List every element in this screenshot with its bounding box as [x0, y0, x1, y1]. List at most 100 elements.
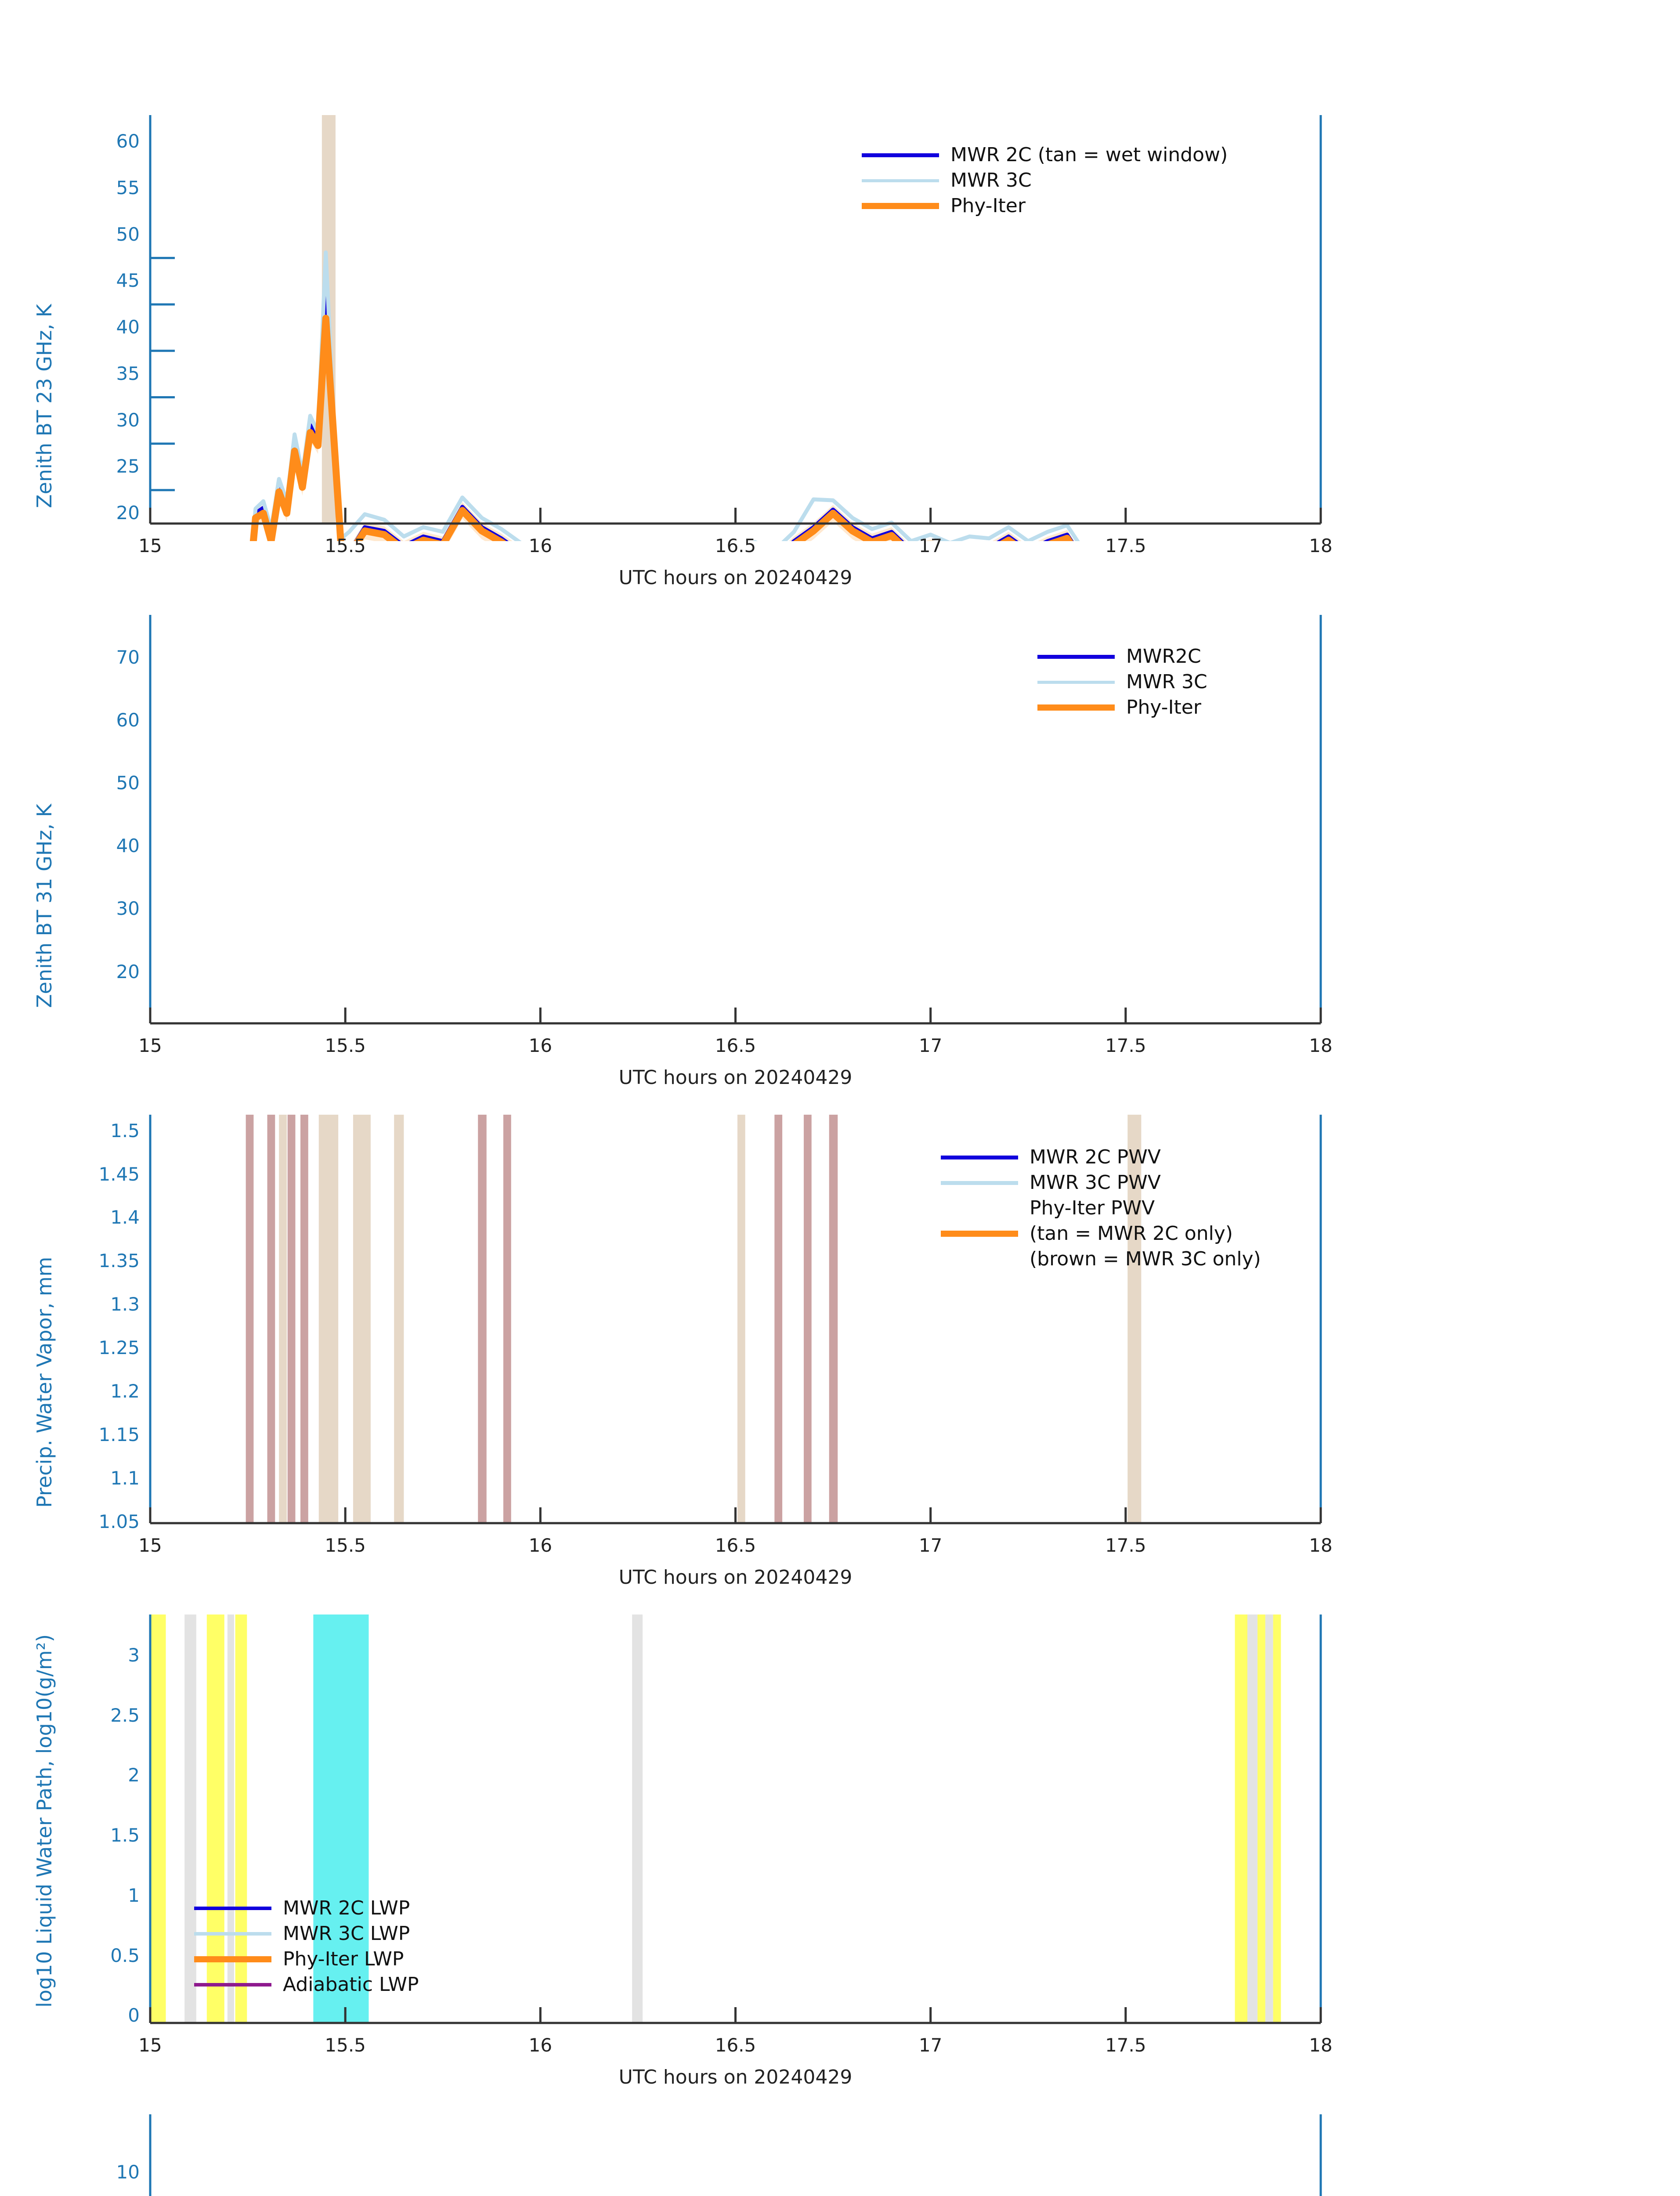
legend-color-swatch: [862, 203, 939, 209]
y-tick-label: 1.4: [110, 1206, 140, 1228]
legend-item[interactable]: MWR 2C PWV: [941, 1145, 1261, 1170]
legend-item[interactable]: MWR 3C: [862, 168, 1228, 193]
y-tick-label: 70: [116, 647, 140, 668]
legend-item[interactable]: MWR 3C LWP: [194, 1921, 419, 1947]
plot-area-bt31: [149, 615, 1322, 1025]
y-axis-title: Zenith BT 23 GHz, K: [33, 304, 56, 508]
x-tick-label: 17.5: [1105, 2034, 1146, 2056]
x-tick-label: 17.5: [1105, 535, 1146, 556]
legend-color-swatch: [194, 1932, 271, 1936]
shaded-window-tan: [353, 1115, 371, 1523]
shaded-window-brown: [829, 1115, 838, 1523]
plot-area-pwv: [149, 1115, 1322, 1524]
legend-lwp: MWR 2C LWP MWR 3C LWP Phy-Iter LWP Adiabati…: [194, 1896, 419, 1997]
legend-label: Phy-Iter PWV: [1030, 1197, 1155, 1219]
shaded-window-tan: [318, 1115, 339, 1523]
legend-color-swatch: [194, 1956, 271, 1962]
legend-item[interactable]: MWR 3C PWV: [941, 1170, 1261, 1196]
y-tick-label: 50: [116, 223, 140, 245]
y-tick-label: 50: [116, 772, 140, 794]
shaded-window-brown: [503, 1115, 511, 1523]
legend-color-swatch: [194, 1907, 271, 1910]
x-tick-label: 17: [918, 1535, 943, 1556]
legend-item[interactable]: Phy-Iter: [1037, 695, 1207, 720]
x-axis-title: UTC hours on 20240429: [618, 567, 853, 589]
y-axis-title: log10 Liquid Water Path, log10(g/m²): [33, 1634, 56, 2008]
legend-label: MWR 2C PWV: [1030, 1146, 1161, 1168]
plot-area-bt23: [149, 115, 1322, 541]
legend-item[interactable]: Phy-Iter: [862, 193, 1228, 219]
legend-item[interactable]: Adiabatic LWP: [194, 1972, 419, 1997]
legend-color-swatch: [1037, 680, 1115, 684]
shaded-window-brown: [478, 1115, 487, 1523]
shaded-window-brown: [287, 1115, 296, 1523]
y-tick-label: 55: [116, 177, 140, 199]
legend-item[interactable]: MWR 2C LWP: [194, 1896, 419, 1921]
legend-label: MWR 3C PWV: [1030, 1171, 1161, 1194]
y-tick-label: 1.3: [110, 1293, 140, 1315]
shaded-window-brown: [774, 1115, 783, 1523]
legend-item[interactable]: (brown = MWR 3C only): [941, 1246, 1261, 1272]
x-tick-label: 16.5: [715, 1535, 756, 1556]
shaded-window-tan: [279, 1115, 287, 1523]
y-tick-label: 20: [116, 502, 140, 524]
x-axis-title: UTC hours on 20240429: [618, 1066, 853, 1089]
y-tick-label: 25: [116, 455, 140, 477]
legend-bt23: MWR 2C (tan = wet window) MWR 3C Phy-Iter: [862, 142, 1228, 219]
plot-area-lwp: ✖✖✖: [149, 1614, 1322, 2024]
x-tick-label: 18: [1309, 1535, 1333, 1556]
series-line: [249, 314, 1073, 541]
legend-color-swatch: [1037, 704, 1115, 711]
legend-color-swatch: [862, 179, 939, 182]
y-tick-label: 40: [116, 835, 140, 857]
shaded-window-yellow: [1257, 1614, 1265, 2023]
x-tick-label: 16.5: [715, 1035, 756, 1056]
y-tick-label: 40: [116, 316, 140, 338]
y-tick-label: 30: [116, 409, 140, 431]
x-tick-label: 18: [1309, 1035, 1333, 1056]
legend-item[interactable]: MWR 2C (tan = wet window): [862, 142, 1228, 168]
y-tick-label: 1.5: [110, 1120, 140, 1141]
y-tick-label: 0.5: [110, 1944, 140, 1966]
legend-label: Phy-Iter LWP: [283, 1948, 404, 1970]
legend-label: MWR2C: [1126, 645, 1201, 668]
legend-bt31: MWR2C MWR 3C Phy-Iter: [1037, 644, 1207, 720]
legend-item[interactable]: (tan = MWR 2C only): [941, 1221, 1261, 1246]
x-tick-label: 16.5: [715, 2034, 756, 2056]
x-tick-label: 17: [918, 2034, 943, 2056]
legend-item[interactable]: MWR2C: [1037, 644, 1207, 669]
shaded-window-gray: [1247, 1614, 1258, 2023]
y-tick-label: 60: [116, 709, 140, 731]
shaded-window-gray: [1265, 1614, 1273, 2023]
legend-color-swatch: [941, 1231, 1018, 1237]
shaded-window-tan: [394, 1115, 404, 1523]
legend-item[interactable]: MWR 3C: [1037, 669, 1207, 695]
legend-label: Phy-Iter: [1126, 696, 1201, 719]
y-tick-label: 60: [116, 130, 140, 152]
shaded-window-gray: [227, 1614, 234, 2023]
shaded-window-gray: [184, 1614, 196, 2023]
legend-label: (tan = MWR 2C only): [1030, 1222, 1233, 1245]
y-tick-label: 1.1: [110, 1467, 140, 1489]
y-tick-label: 1.35: [98, 1250, 140, 1272]
plot-area-dqflag: [149, 2114, 1322, 2196]
x-tick-label: 18: [1309, 535, 1333, 556]
y-tick-label: 1.25: [98, 1337, 140, 1359]
x-tick-label: 15: [138, 2034, 162, 2056]
y-axis-title: Precip. Water Vapor, mm: [33, 1257, 56, 1508]
shaded-window-yellow: [235, 1614, 247, 2023]
legend-label: Adiabatic LWP: [283, 1973, 419, 1996]
x-tick-label: 15: [138, 1535, 162, 1556]
legend-item[interactable]: Phy-Iter LWP: [194, 1947, 419, 1972]
legend-item[interactable]: Phy-Iter PWV: [941, 1196, 1261, 1221]
x-tick-label: 16.5: [715, 535, 756, 556]
x-tick-label: 17.5: [1105, 1535, 1146, 1556]
x-tick-label: 15: [138, 535, 162, 556]
legend-label: MWR 2C LWP: [283, 1897, 410, 1919]
y-tick-label: 45: [116, 270, 140, 292]
shaded-window-gray: [632, 1614, 643, 2023]
shaded-window-brown: [300, 1115, 308, 1523]
legend-label: MWR 3C: [1126, 671, 1207, 693]
y-tick-label: 20: [116, 961, 140, 982]
